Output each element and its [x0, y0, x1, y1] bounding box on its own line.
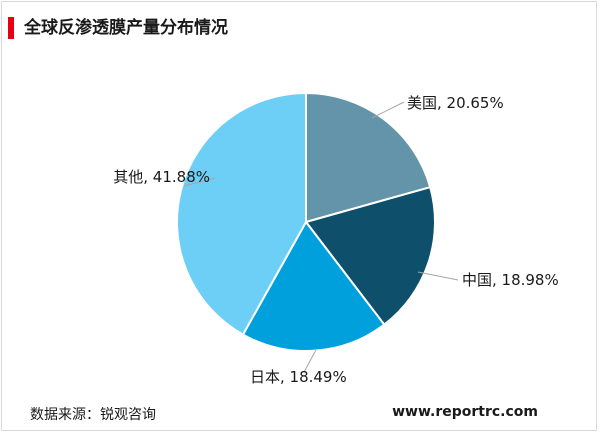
leader-line-2 — [417, 271, 459, 281]
leader-line-3 — [303, 349, 317, 373]
leader-line-4 — [183, 177, 216, 187]
website-url: www.reportrc.com — [392, 404, 538, 420]
pie-slice-1 — [305, 91, 432, 224]
title-accent-bar — [8, 17, 14, 39]
chart-title: 全球反渗透膜产量分布情况 — [24, 18, 228, 38]
data-label-4: 其他, 41.88% — [113, 168, 210, 186]
pie-slice-2 — [304, 185, 436, 326]
data-source: 数据来源：锐观咨询 — [30, 407, 156, 423]
leader-line-1 — [371, 101, 405, 119]
data-label-3: 日本, 18.49% — [250, 368, 347, 386]
pie-slice-4 — [176, 91, 307, 336]
data-label-2: 中国, 18.98% — [462, 271, 559, 289]
data-label-1: 美国, 20.65% — [407, 94, 504, 112]
